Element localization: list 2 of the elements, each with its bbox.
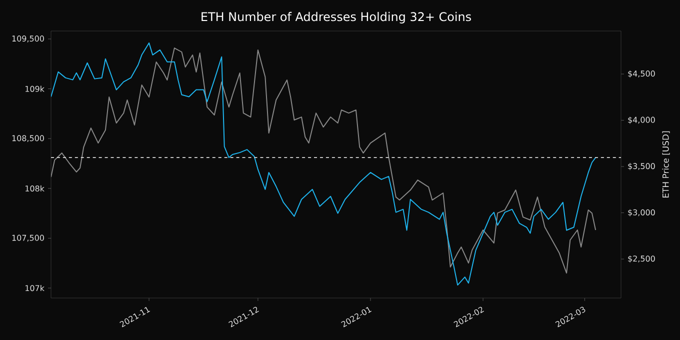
chart-title: ETH Number of Addresses Holding 32+ Coins [202,12,471,24]
y2-axis-title: ETH Price [USD] [662,131,670,198]
